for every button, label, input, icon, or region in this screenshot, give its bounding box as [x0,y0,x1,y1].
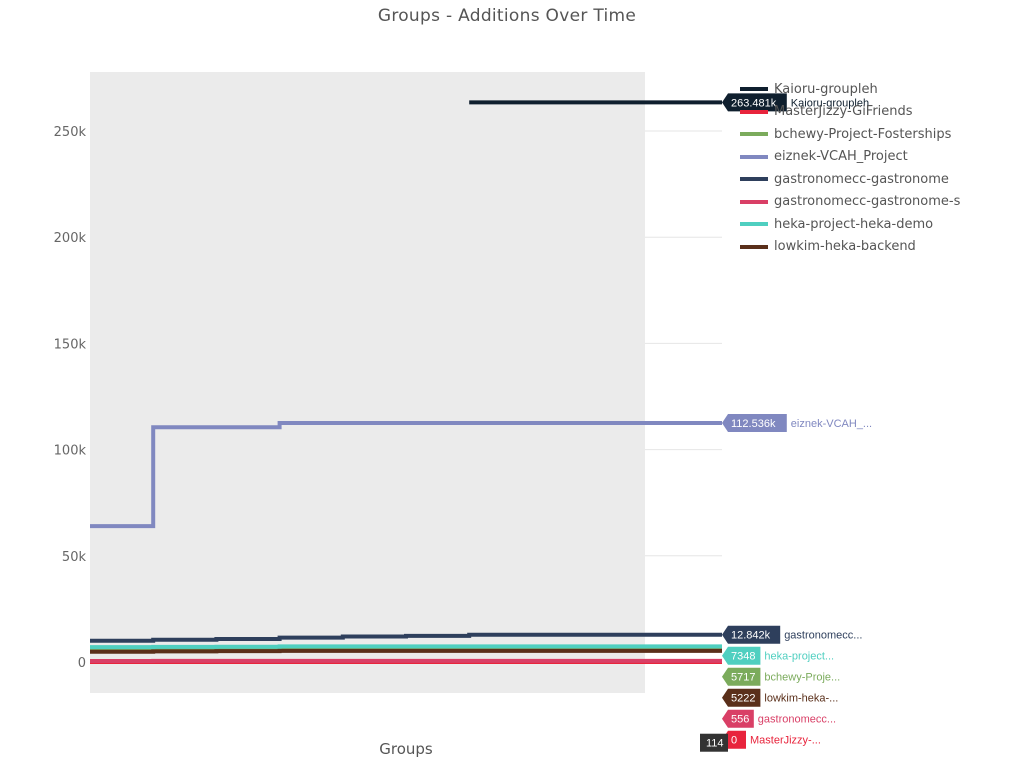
series-line [90,648,722,654]
hover-value: 7348 [731,651,755,663]
legend-label: eiznek-VCAH_Project [774,149,908,165]
hover-value: 263.481k [731,97,777,109]
hover-name-box [748,730,847,749]
hover-name: gastronomecc... [784,630,862,642]
y-tick-label: 200k [54,231,87,246]
legend-item[interactable]: gastronomecc-gastronome [740,168,980,191]
hover-value: 12.842k [731,630,771,642]
legend-label: gastronomecc-gastronome [774,171,949,187]
hover-name-box [788,413,888,432]
y-tick-label: 50k [62,550,87,565]
hover-name: eiznek-VCAH_... [791,418,872,430]
hover-name: Kaioru-groupleh [791,97,869,109]
hover-name-box [762,667,862,686]
hover-label: 263.481k Kaioru-groupleh [722,93,888,112]
legend-swatch [740,87,768,92]
hover-name: bchewy-Proje... [764,672,840,684]
hover-name: lowkim-heka-... [764,693,838,705]
x-hover-box [700,733,728,752]
hover-label: 5717 bchewy-Proje... [722,667,862,686]
hover-name-box [782,625,882,644]
legend-item[interactable]: heka-project-heka-demo [740,213,980,236]
x-hover-value: 114 [706,738,724,750]
legend-swatch [740,222,768,227]
plot-area [90,72,645,693]
legend-label: lowkim-heka-backend [774,239,916,255]
hover-label: 0 MasterJizzy-... [722,730,847,749]
legend-swatch [740,109,768,114]
hover-name: heka-project... [764,651,834,663]
legend-swatch [740,154,768,159]
hover-name-box [755,709,855,728]
legend-label: gastronomecc-gastronome-s [774,194,961,210]
legend-item[interactable]: gastronomecc-gastronome-s [740,191,980,214]
hover-name: gastronomecc... [758,714,836,726]
hover-value-box [722,625,781,644]
hover-value-box [722,413,787,432]
legend-label: Kaioru-groupleh [774,81,878,97]
y-tick-label: 250k [54,125,87,140]
hover-value: 112.536k [731,418,776,430]
hover-label: 7348 heka-project... [722,646,862,665]
hover-label: 112.536k eiznek-VCAH_... [722,413,888,432]
hover-value: 556 [731,714,749,726]
series-line [90,420,722,529]
legend-item[interactable]: eiznek-VCAH_Project [740,146,980,169]
chart-title: Groups - Additions Over Time [377,6,637,26]
legend-swatch [740,199,768,204]
hover-name-box [762,646,862,665]
hover-label: 556 gastronomecc... [722,709,855,728]
hover-name-box [762,688,862,707]
legend-item[interactable]: Kaioru-groupleh [740,78,980,101]
hover-label: 12.842k gastronomecc... [722,625,882,644]
legend-swatch [740,244,768,249]
hover-value: 5717 [731,672,755,684]
y-tick-label: 0 [78,656,86,671]
hover-value-box [722,709,754,728]
legend-item[interactable]: lowkim-heka-backend [740,236,980,259]
hover-value: 5222 [731,693,755,705]
hover-value: 0 [731,735,737,747]
chart-legend: Kaioru-groupleh MasterJizzy-GiFriends bche… [740,78,980,258]
hover-value-box [722,646,761,665]
legend-label: heka-project-heka-demo [774,216,934,232]
hover-name: MasterJizzy-... [750,735,821,747]
legend-label: bchewy-Project-Fosterships [774,126,952,142]
legend-item[interactable]: MasterJizzy-GiFriends [740,101,980,124]
y-tick-label: 100k [54,444,87,459]
hover-value-box [722,688,761,707]
legend-item[interactable]: bchewy-Project-Fosterships [740,123,980,146]
hover-label: 5222 lowkim-heka-... [722,688,862,707]
series-line [90,644,722,650]
legend-swatch [740,177,768,182]
hover-name-box [788,93,888,112]
y-tick-label: 150k [54,337,87,352]
hover-value-box [722,667,761,686]
x-axis-label: Groups [379,740,433,758]
legend-label: MasterJizzy-GiFriends [774,104,913,120]
legend-swatch [740,132,768,137]
hover-value-box [722,93,787,112]
series-line [90,632,722,643]
